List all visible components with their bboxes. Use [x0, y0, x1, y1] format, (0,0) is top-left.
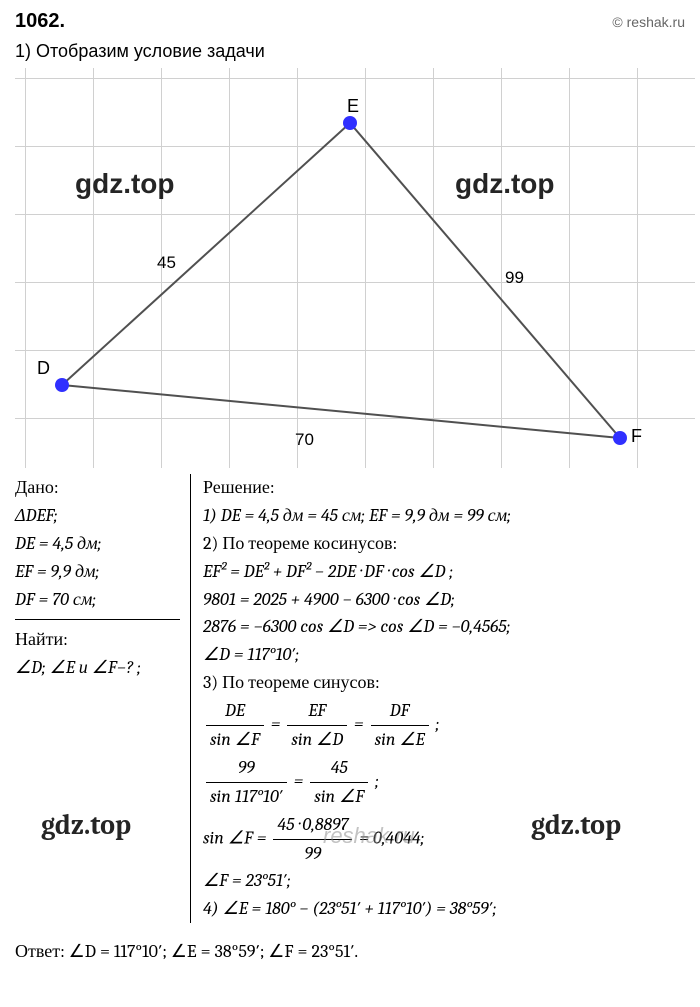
frac-den: sin 117°10′: [206, 783, 287, 811]
problem-number: 1062.: [15, 10, 65, 33]
edge-label-df: 70: [295, 430, 314, 450]
vertex-e: [343, 116, 357, 130]
given-line: DF = 70 см;: [15, 586, 180, 614]
edge-ef: [350, 123, 620, 438]
frac-num: 45 · 0,8897: [273, 811, 352, 840]
find-title: Найти:: [15, 626, 180, 654]
frac-rhs: = 0,4044;: [359, 827, 424, 848]
frac-num: EF: [287, 697, 347, 726]
solution-fraction-row: sin ∠F = 45 · 0,889799 = 0,4044; reshak.…: [203, 811, 685, 868]
solution-line: 9801 = 2025 + 4900 − 6300 · cos ∠D;: [203, 586, 685, 614]
step-1-text: 1) Отобразим условие задачи: [15, 41, 685, 62]
given-column: Дано: ΔDEF; DE = 4,5 дм; EF = 9,9 дм; DF…: [15, 474, 191, 923]
solution-line: 3) По теореме синусов:: [203, 669, 685, 697]
label-d: D: [37, 358, 50, 379]
edge-label-de: 45: [157, 253, 176, 273]
answer-line: Ответ: ∠D = 117°10′; ∠E = 38°59′; ∠F = 2…: [15, 941, 685, 962]
frac-num: 45: [310, 754, 368, 783]
frac-num: DE: [206, 697, 264, 726]
solution-column: Решение: 1) DE = 4,5 дм = 45 см; EF = 9,…: [191, 474, 685, 923]
label-f: F: [631, 426, 642, 447]
find-line: ∠D; ∠E и ∠F−? ;: [15, 654, 180, 682]
edge-df: [62, 385, 620, 438]
label-e: E: [347, 96, 359, 117]
frac-lhs: sin ∠F =: [203, 827, 266, 848]
solution-title: Решение:: [203, 474, 685, 502]
frac-den: sin ∠F: [310, 783, 368, 811]
given-line: EF = 9,9 дм;: [15, 558, 180, 586]
solution-fraction-row: 99sin 117°10′ = 45sin ∠F ;: [203, 754, 685, 811]
solution-fraction-row: DEsin ∠F = EFsin ∠D = DFsin ∠E ;: [203, 697, 685, 754]
solution-line: EF² = DE² + DF² − 2DE · DF · cos ∠D ;: [203, 558, 685, 586]
frac-den: sin ∠E: [371, 726, 429, 754]
solution-block: Дано: ΔDEF; DE = 4,5 дм; EF = 9,9 дм; DF…: [15, 474, 685, 923]
frac-num: DF: [371, 697, 429, 726]
vertex-f: [613, 431, 627, 445]
solution-line: 1) DE = 4,5 дм = 45 см; EF = 9,9 дм = 99…: [203, 502, 685, 530]
frac-den: sin ∠F: [206, 726, 264, 754]
given-line: DE = 4,5 дм;: [15, 530, 180, 558]
solution-line: ∠D = 117°10′;: [203, 641, 685, 669]
solution-line: 4) ∠E = 180° − (23°51′ + 117°10′) = 38°5…: [203, 895, 685, 923]
edge-de: [62, 123, 350, 385]
copyright: © reshak.ru: [612, 14, 685, 30]
solution-line: ∠F = 23°51′;: [203, 867, 685, 895]
triangle-diagram: D E F 45 99 70 gdz.top gdz.top: [15, 68, 695, 468]
given-line: ΔDEF;: [15, 502, 180, 530]
frac-den: sin ∠D: [287, 726, 347, 754]
frac-num: 99: [206, 754, 287, 783]
solution-line: 2876 = −6300 cos ∠D => cos ∠D = −0,4565;: [203, 613, 685, 641]
triangle-svg: [15, 68, 695, 468]
solution-line: 2) По теореме косинусов:: [203, 530, 685, 558]
given-title: Дано:: [15, 474, 180, 502]
frac-den: 99: [273, 840, 352, 868]
divider: [15, 619, 180, 620]
vertex-d: [55, 378, 69, 392]
edge-label-ef: 99: [505, 268, 524, 288]
